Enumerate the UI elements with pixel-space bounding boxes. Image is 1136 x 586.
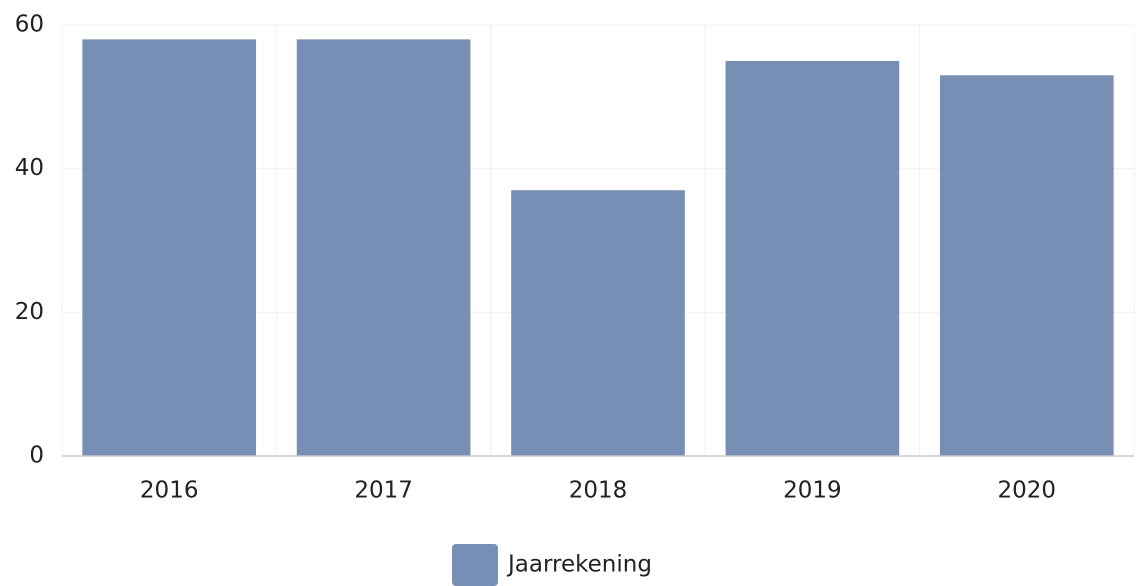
y-tick-label: 60 <box>15 12 44 38</box>
bar <box>296 39 471 456</box>
y-tick-label: 20 <box>15 299 44 325</box>
x-tick-label: 2018 <box>569 478 628 504</box>
x-tick-label: 2019 <box>783 478 842 504</box>
bar <box>725 60 900 457</box>
x-tick-label: 2020 <box>998 478 1057 504</box>
bar <box>511 190 685 456</box>
x-tick-label: 2017 <box>354 478 413 504</box>
y-tick-label: 0 <box>29 443 44 469</box>
bar <box>939 75 1114 457</box>
bar <box>82 39 257 456</box>
y-tick-label: 40 <box>15 155 44 181</box>
x-tick-label: 2016 <box>140 478 199 504</box>
legend-swatch <box>452 544 498 586</box>
legend-label: Jaarrekening <box>506 552 652 578</box>
